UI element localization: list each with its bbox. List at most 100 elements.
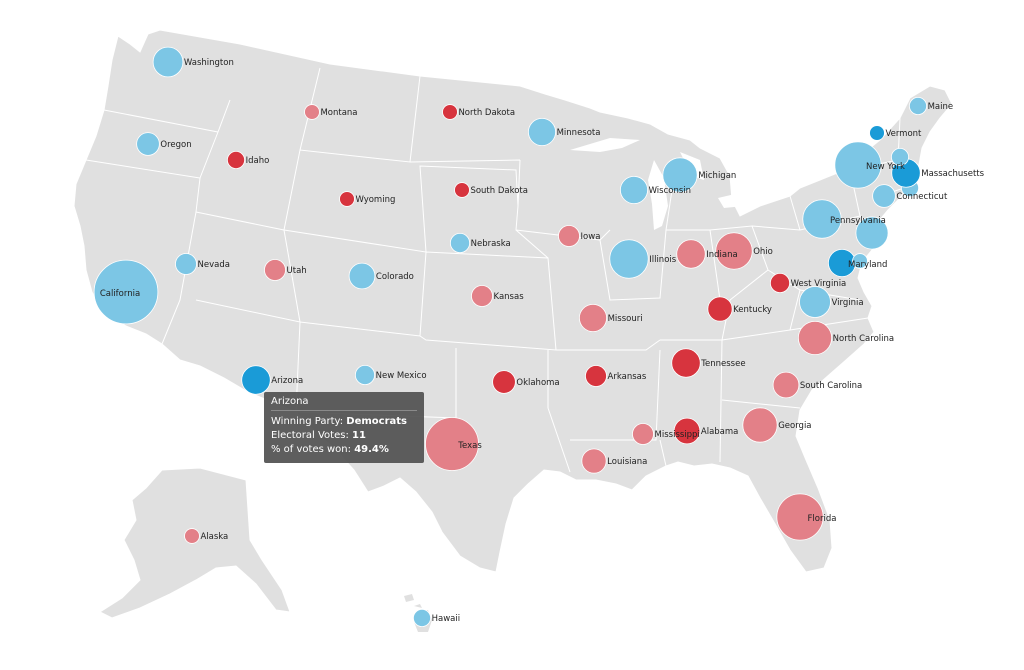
- label-new-york: New York: [866, 162, 905, 172]
- tooltip-title: Arizona: [271, 396, 417, 411]
- label-utah: Utah: [287, 266, 307, 276]
- bubble-mississippi[interactable]: [632, 423, 654, 445]
- label-louisiana: Louisiana: [607, 457, 647, 467]
- bubble-nevada[interactable]: [175, 253, 197, 275]
- bubble-connecticut[interactable]: [872, 184, 896, 208]
- bubble-vermont[interactable]: [869, 125, 885, 141]
- bubble-nebraska[interactable]: [449, 232, 471, 254]
- label-florida: Florida: [808, 514, 837, 524]
- label-north-carolina: North Carolina: [833, 334, 894, 344]
- bubble-new-jersey[interactable]: [855, 216, 889, 250]
- bubble-colorado[interactable]: [348, 262, 376, 290]
- bubble-maine[interactable]: [909, 97, 928, 116]
- label-california: California: [100, 289, 140, 299]
- label-minnesota: Minnesota: [557, 128, 601, 138]
- bubble-pennsylvania[interactable]: [802, 199, 842, 239]
- label-nebraska: Nebraska: [471, 239, 511, 249]
- label-south-carolina: South Carolina: [800, 381, 862, 391]
- bubble-missouri[interactable]: [579, 304, 607, 332]
- bubble-wyoming[interactable]: [339, 191, 355, 207]
- label-north-dakota: North Dakota: [458, 108, 515, 118]
- label-iowa: Iowa: [581, 232, 601, 242]
- label-south-dakota: South Dakota: [470, 186, 528, 196]
- bubble-kansas[interactable]: [471, 285, 493, 307]
- label-mississippi: Mississippi: [655, 430, 700, 440]
- bubble-south-dakota[interactable]: [454, 182, 470, 198]
- bubble-montana[interactable]: [304, 104, 320, 120]
- bubble-alaska[interactable]: [184, 528, 200, 544]
- label-maine: Maine: [928, 102, 954, 112]
- label-connecticut: Connecticut: [896, 192, 948, 202]
- bubble-tennessee[interactable]: [671, 348, 701, 378]
- bubble-alabama[interactable]: [673, 417, 701, 445]
- bubble-ohio[interactable]: [715, 232, 753, 270]
- label-west-virginia: West Virginia: [791, 279, 847, 289]
- bubble-new-mexico[interactable]: [354, 364, 376, 386]
- bubble-north-dakota[interactable]: [442, 104, 458, 120]
- label-hawaii: Hawaii: [432, 614, 460, 624]
- state-tooltip: Arizona Winning Party: Democrats Elector…: [264, 392, 424, 463]
- tooltip-party-label: Winning Party:: [271, 416, 344, 427]
- label-wisconsin: Wisconsin: [649, 186, 691, 196]
- label-oklahoma: Oklahoma: [516, 378, 559, 388]
- label-missouri: Missouri: [608, 314, 643, 324]
- bubble-idaho[interactable]: [226, 150, 245, 169]
- bubble-kentucky[interactable]: [707, 296, 733, 322]
- bubble-arizona[interactable]: [241, 365, 271, 395]
- state-bubbles: [93, 46, 928, 628]
- bubble-oregon[interactable]: [136, 132, 160, 156]
- bubble-arkansas[interactable]: [585, 365, 607, 387]
- label-montana: Montana: [320, 108, 357, 118]
- bubble-california[interactable]: [93, 259, 159, 325]
- tooltip-votes-row: Electoral Votes: 11: [271, 429, 417, 443]
- bubble-minnesota[interactable]: [528, 118, 556, 146]
- bubble-illinois[interactable]: [609, 239, 649, 279]
- label-maryland: Maryland: [848, 260, 887, 270]
- label-nevada: Nevada: [198, 260, 230, 270]
- label-indiana: Indiana: [706, 250, 737, 260]
- label-wyoming: Wyoming: [355, 195, 395, 205]
- bubble-iowa[interactable]: [558, 225, 580, 247]
- bubble-south-carolina[interactable]: [772, 371, 800, 399]
- bubble-hawaii[interactable]: [412, 609, 431, 628]
- tooltip-pct-label: % of votes won:: [271, 444, 351, 455]
- bubble-delaware[interactable]: [852, 253, 868, 269]
- bubble-wisconsin[interactable]: [620, 176, 648, 204]
- tooltip-party-value: Democrats: [346, 416, 407, 427]
- bubble-michigan[interactable]: [662, 157, 698, 193]
- bubble-oklahoma[interactable]: [492, 370, 516, 394]
- bubble-new-hampshire[interactable]: [891, 147, 910, 166]
- bubble-north-carolina[interactable]: [797, 320, 833, 356]
- bubble-georgia[interactable]: [742, 407, 778, 443]
- bubble-florida[interactable]: [776, 493, 824, 541]
- bubble-louisiana[interactable]: [581, 448, 607, 474]
- label-ohio: Ohio: [753, 247, 773, 257]
- label-georgia: Georgia: [778, 421, 811, 431]
- bubble-virginia[interactable]: [799, 286, 831, 318]
- label-michigan: Michigan: [698, 171, 736, 181]
- bubble-texas[interactable]: [425, 417, 479, 471]
- label-pennsylvania: Pennsylvania: [830, 216, 886, 226]
- tooltip-party-row: Winning Party: Democrats: [271, 415, 417, 429]
- label-alabama: Alabama: [701, 427, 738, 437]
- state-borders: [85, 67, 911, 473]
- label-virginia: Virginia: [832, 298, 864, 308]
- label-tennessee: Tennessee: [700, 359, 745, 369]
- tooltip-votes-label: Electoral Votes:: [271, 430, 349, 441]
- bubble-west-virginia[interactable]: [769, 272, 791, 294]
- great-lakes: [570, 138, 812, 230]
- label-oregon: Oregon: [160, 140, 191, 150]
- bubble-utah[interactable]: [264, 259, 286, 281]
- bubble-indiana[interactable]: [676, 239, 706, 269]
- label-texas: Texas: [457, 441, 482, 451]
- tooltip-pct-row: % of votes won: 49.4%: [271, 443, 417, 457]
- bubble-washington[interactable]: [152, 46, 184, 78]
- state-labels: Washington Oregon California Nevada Idaho Mon…: [100, 58, 985, 624]
- tooltip-votes-value: 11: [352, 430, 366, 441]
- bubble-new-york[interactable]: [834, 141, 882, 189]
- label-new-mexico: New Mexico: [376, 371, 427, 381]
- label-massachusetts: Massachusetts: [921, 169, 984, 179]
- label-idaho: Idaho: [246, 156, 270, 166]
- label-kansas: Kansas: [494, 292, 525, 302]
